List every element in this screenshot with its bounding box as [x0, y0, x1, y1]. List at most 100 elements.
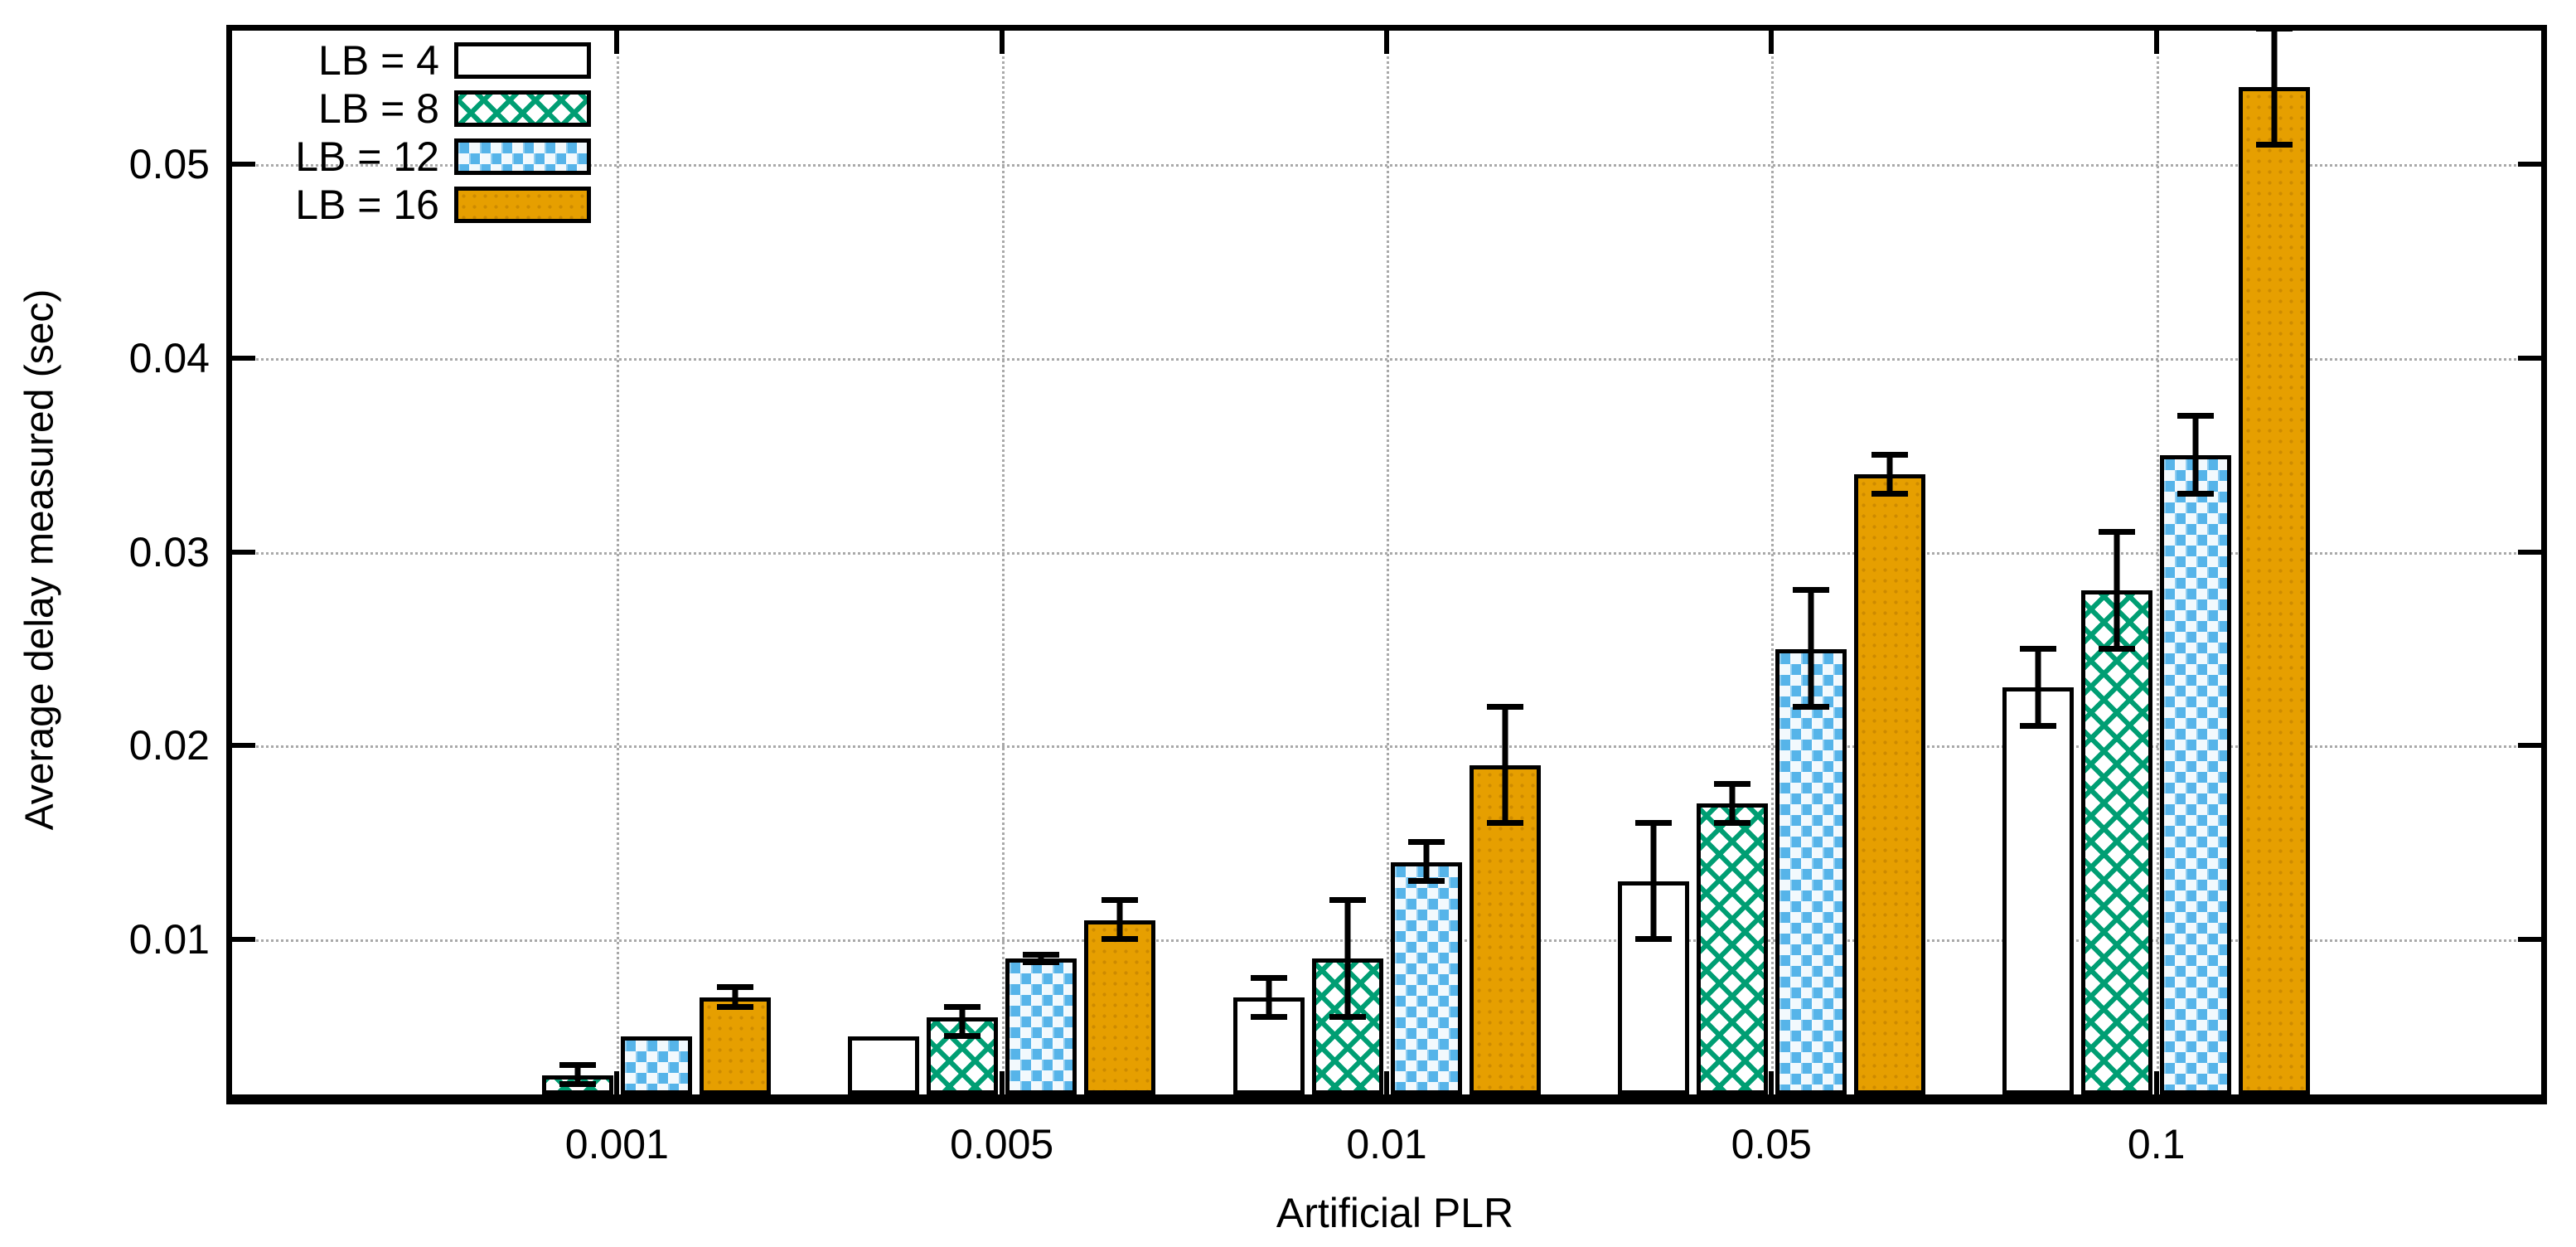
x-axis-title: Artificial PLR — [1276, 1190, 1514, 1236]
gridline-x-0.005 — [1001, 31, 1005, 1094]
error-cap-high-lb16-plr-0.05 — [1871, 451, 1908, 458]
error-cap-low-lb12-plr-0.005 — [1023, 959, 1060, 966]
bar-slot-lb16-plr-0.001 — [699, 31, 771, 1094]
bar-lb4-plr-0.005 — [848, 1036, 920, 1094]
x-tick-bottom-0.05 — [1769, 1071, 1775, 1094]
y-tick-label-0.05: 0.05 — [128, 141, 210, 188]
y-tick-left-0.01 — [232, 937, 255, 943]
gridline-x-0.001 — [617, 31, 620, 1094]
bar-lb8-plr-0.1 — [2081, 590, 2153, 1094]
bar-lb4-plr-0.1 — [2002, 687, 2075, 1094]
error-bar-lb16-plr-0.001 — [732, 987, 738, 1007]
error-cap-high-lb12-plr-0.01 — [1407, 839, 1445, 846]
x-tick-label-0.1: 0.1 — [2127, 1121, 2186, 1167]
error-bar-lb8-plr-0.001 — [574, 1065, 581, 1085]
y-tick-left-0.04 — [232, 355, 255, 361]
gridline-x-0.05 — [1771, 31, 1775, 1094]
error-cap-high-lb4-plr-0.01 — [1250, 974, 1287, 981]
error-bar-lb16-plr-0.01 — [1502, 706, 1508, 823]
x-tick-label-0.01: 0.01 — [1346, 1121, 1427, 1167]
error-cap-low-lb4-plr-0.01 — [1250, 1013, 1287, 1020]
bar-group-0.05 — [1617, 31, 1925, 1094]
bar-slot-lb8-plr-0.01 — [1311, 31, 1383, 1094]
bar-lb16-plr-0.001 — [699, 997, 771, 1094]
error-cap-low-lb16-plr-0.05 — [1871, 490, 1908, 497]
x-tick-top-0.05 — [1769, 31, 1775, 54]
error-cap-low-lb8-plr-0.005 — [944, 1032, 981, 1039]
error-cap-low-lb8-plr-0.1 — [2099, 645, 2136, 652]
bar-lb12-plr-0.05 — [1775, 648, 1847, 1094]
error-cap-high-lb12-plr-0.005 — [1023, 951, 1060, 958]
y-tick-left-0.05 — [232, 162, 255, 167]
y-tick-left-0.03 — [232, 549, 255, 555]
bar-slot-lb16-plr-0.05 — [1853, 31, 1925, 1094]
y-tick-right-0.03 — [2518, 549, 2541, 555]
error-cap-low-lb12-plr-0.01 — [1407, 877, 1445, 884]
bar-slot-lb8-plr-0.001 — [541, 31, 613, 1094]
error-cap-low-lb12-plr-0.1 — [2177, 490, 2215, 497]
error-cap-high-lb16-plr-0.1 — [2256, 31, 2293, 32]
legend-swatch-lb8 — [454, 90, 591, 127]
error-cap-low-lb12-plr-0.05 — [1792, 703, 1829, 710]
bar-slot-lb4-plr-0.05 — [1617, 31, 1689, 1094]
error-cap-high-lb8-plr-0.05 — [1713, 781, 1750, 788]
x-tick-label-0.001: 0.001 — [564, 1121, 669, 1167]
error-cap-high-lb8-plr-0.01 — [1329, 897, 1366, 904]
bar-group-0.01 — [1232, 31, 1541, 1094]
y-tick-right-0.05 — [2518, 162, 2541, 167]
bar-slot-lb12-plr-0.1 — [2160, 31, 2232, 1094]
legend-label-lb4: LB = 4 — [318, 37, 439, 84]
error-bar-lb8-plr-0.01 — [1344, 900, 1350, 1017]
bar-slot-lb16-plr-0.005 — [1084, 31, 1156, 1094]
bar-slot-lb8-plr-0.1 — [2081, 31, 2153, 1094]
bar-lb16-plr-0.005 — [1084, 919, 1156, 1094]
x-tick-top-0.001 — [614, 31, 620, 54]
bar-slot-lb12-plr-0.05 — [1775, 31, 1847, 1094]
error-cap-high-lb12-plr-0.05 — [1792, 587, 1829, 594]
x-tick-top-0.01 — [1384, 31, 1389, 54]
error-cap-high-lb4-plr-0.1 — [2020, 645, 2057, 652]
bar-slot-lb4-plr-0.01 — [1232, 31, 1305, 1094]
error-cap-high-lb8-plr-0.005 — [944, 1003, 981, 1010]
bar-lb4-plr-0.05 — [1617, 881, 1689, 1094]
error-bar-lb8-plr-0.05 — [1729, 784, 1736, 823]
legend-item-lb16: LB = 16 — [232, 184, 591, 226]
bar-slot-lb12-plr-0.001 — [620, 31, 692, 1094]
error-bar-lb12-plr-0.01 — [1423, 842, 1429, 881]
gridline-x-0.1 — [2156, 31, 2159, 1094]
error-cap-low-lb4-plr-0.1 — [2020, 722, 2057, 729]
y-tick-left-0.02 — [232, 743, 255, 749]
error-cap-low-lb16-plr-0.1 — [2256, 141, 2293, 148]
error-cap-high-lb16-plr-0.005 — [1102, 897, 1139, 904]
error-cap-high-lb16-plr-0.01 — [1486, 703, 1523, 710]
legend-swatch-lb4 — [454, 42, 591, 79]
bar-slot-lb12-plr-0.01 — [1390, 31, 1462, 1094]
legend-swatch-lb12 — [454, 138, 591, 175]
error-cap-low-lb8-plr-0.01 — [1329, 1013, 1366, 1020]
bar-lb12-plr-0.01 — [1390, 861, 1462, 1094]
error-bar-lb12-plr-0.1 — [2192, 416, 2199, 494]
x-tick-top-0.1 — [2153, 31, 2159, 54]
x-tick-bottom-0.001 — [614, 1071, 620, 1094]
plot-area: LB = 4 LB = 8 LB = 12 LB = 16 — [226, 25, 2547, 1104]
legend-item-lb8: LB = 8 — [232, 88, 591, 129]
x-tick-label-0.05: 0.05 — [1731, 1121, 1812, 1167]
bar-slot-lb12-plr-0.005 — [1005, 31, 1077, 1094]
y-tick-label-0.04: 0.04 — [128, 334, 210, 381]
error-cap-low-lb8-plr-0.001 — [559, 1081, 596, 1088]
x-tick-top-0.005 — [999, 31, 1005, 54]
bar-lb12-plr-0.1 — [2160, 454, 2232, 1094]
error-bar-lb16-plr-0.1 — [2271, 31, 2278, 145]
error-bar-lb4-plr-0.1 — [2035, 648, 2041, 726]
bar-lb12-plr-0.001 — [620, 1036, 692, 1094]
bar-group-0.001 — [463, 31, 771, 1094]
error-cap-low-lb16-plr-0.005 — [1102, 936, 1139, 943]
x-tick-bottom-0.1 — [2153, 1071, 2159, 1094]
bar-lb12-plr-0.005 — [1005, 958, 1077, 1094]
bar-slot-lb16-plr-0.1 — [2239, 31, 2311, 1094]
error-bar-lb12-plr-0.05 — [1808, 590, 1814, 707]
error-cap-low-lb4-plr-0.05 — [1634, 936, 1672, 943]
bar-lb8-plr-0.05 — [1696, 803, 1768, 1094]
error-bar-lb8-plr-0.005 — [959, 1007, 966, 1036]
